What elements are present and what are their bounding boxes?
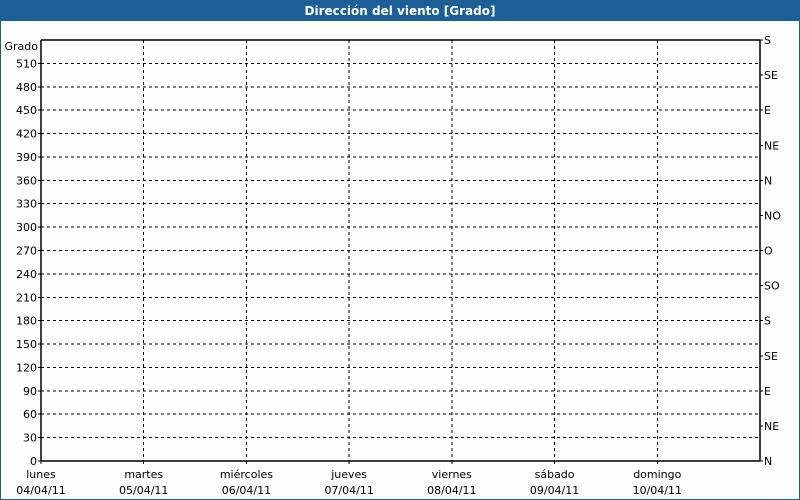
chart-title: Dirección del viento [Grado]: [1, 1, 799, 21]
y-tick-label: 510: [16, 57, 37, 70]
right-axis-label: S: [764, 315, 771, 328]
y-tick-label: 0: [30, 455, 37, 468]
x-tick-label-day: miércoles: [220, 468, 273, 481]
x-tick-label-date: 06/04/11: [222, 484, 271, 497]
x-tick-label-date: 10/04/11: [633, 484, 682, 497]
y-tick-label: 270: [16, 245, 37, 258]
right-axis-label: SO: [764, 280, 780, 293]
x-tick-label-day: martes: [124, 468, 163, 481]
y-tick-label: 150: [16, 338, 37, 351]
y-tick-label: 360: [16, 174, 37, 187]
right-axis-label: N: [764, 174, 772, 187]
y-tick-label: 30: [23, 432, 37, 445]
x-tick-label-day: viernes: [432, 468, 472, 481]
y-tick-label: 300: [16, 221, 37, 234]
y-tick-label: 90: [23, 385, 37, 398]
y-tick-label: 480: [16, 81, 37, 94]
x-tick-label-day: sábado: [535, 468, 575, 481]
right-axis-label: E: [764, 104, 771, 117]
x-tick-label-day: jueves: [330, 468, 367, 481]
right-axis-label: N: [764, 455, 772, 468]
y-tick-label: 240: [16, 268, 37, 281]
y-tick-label: 180: [16, 315, 37, 328]
x-tick-label-day: domingo: [633, 468, 681, 481]
x-tick-label-date: 09/04/11: [530, 484, 579, 497]
right-axis-label: NE: [764, 420, 779, 433]
y-tick-label: 60: [23, 408, 37, 421]
right-axis-label: E: [764, 385, 771, 398]
x-tick-label-date: 07/04/11: [324, 484, 373, 497]
y-axis-label: Grado: [5, 40, 39, 53]
y-tick-label: 210: [16, 291, 37, 304]
y-tick-label: 120: [16, 361, 37, 374]
right-axis-label: O: [764, 245, 773, 258]
y-tick-label: 330: [16, 198, 37, 211]
y-tick-label: 420: [16, 128, 37, 141]
y-tick-label: 390: [16, 151, 37, 164]
x-tick-label-date: 08/04/11: [427, 484, 476, 497]
right-axis-label: NO: [764, 209, 781, 222]
right-axis-label: SE: [764, 350, 778, 363]
y-tick-label: 450: [16, 104, 37, 117]
x-tick-label-day: lunes: [26, 468, 56, 481]
x-tick-label-date: 04/04/11: [16, 484, 65, 497]
right-axis-label: SE: [764, 69, 778, 82]
right-axis-label: S: [764, 34, 771, 47]
x-tick-label-date: 05/04/11: [119, 484, 168, 497]
right-axis-label: NE: [764, 139, 779, 152]
